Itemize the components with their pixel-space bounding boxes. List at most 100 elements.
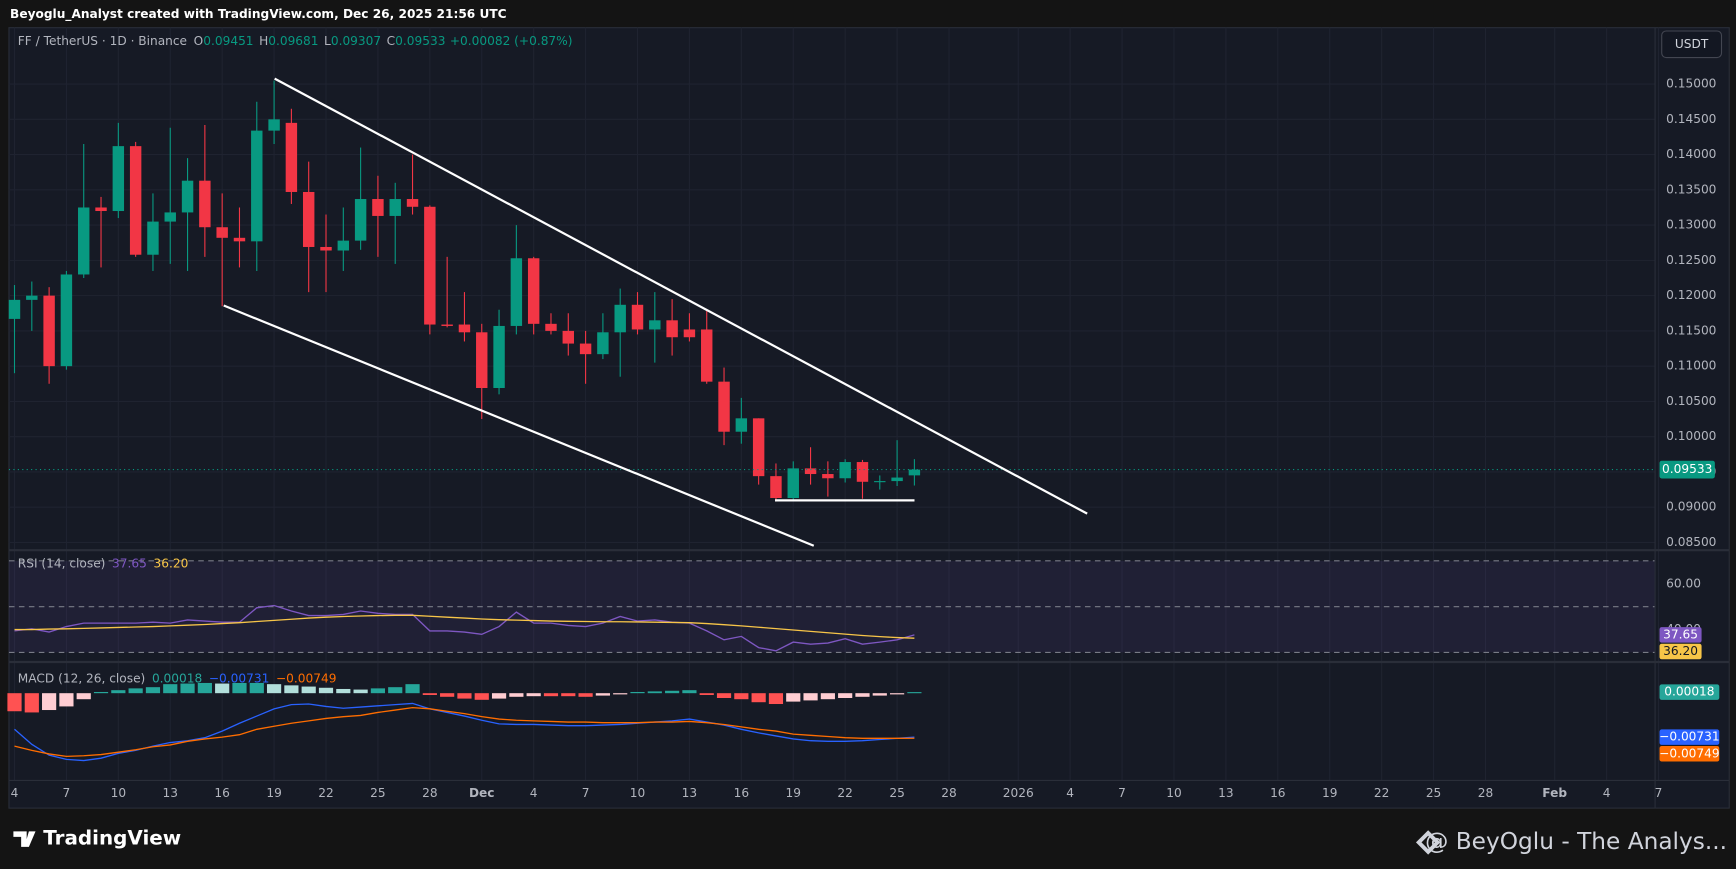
candle-body [251,130,263,242]
x-tick-label: 22 [1374,786,1389,800]
histogram-bar [803,693,818,701]
histogram-bar [7,693,22,712]
candle-body [95,207,107,212]
candle-body [718,381,730,432]
value-badge [1659,746,1720,762]
candle-body [216,227,228,238]
histogram-bar [59,693,74,707]
histogram-bar [24,693,39,713]
candle-body [181,180,194,213]
histogram-bar [907,692,922,694]
histogram-bar [838,693,853,698]
x-tick-label: 22 [318,786,333,800]
candle-body [129,146,142,255]
histogram-bar [163,684,178,694]
histogram-bar [232,682,247,694]
candle-body [562,330,574,344]
candle-body [579,343,592,355]
candle-body [354,199,367,241]
signal-value: −0.00749 [276,671,336,685]
macd-legend: MACD (12, 26, close) 0.00018 −0.00731 −0.00… [18,671,337,685]
y-tick-label: 0.09000 [1666,500,1716,514]
histogram-bar [665,690,680,694]
histogram-bar [93,691,109,694]
histogram-bar [734,693,749,700]
x-tick-label: 10 [1166,786,1181,800]
histogram-bar [578,693,593,697]
histogram-bar [595,693,610,696]
histogram-bar [855,693,870,697]
candle-body [302,191,315,247]
histogram-bar [716,693,732,698]
candle-body [199,180,211,228]
y-tick-label: 0.12500 [1666,253,1716,267]
brand-logo [13,831,36,847]
histogram-bar [370,688,386,694]
candle-body [458,324,471,333]
rsi-title: RSI (14, close) [18,556,106,570]
histogram-bar [457,693,472,699]
candle-body [147,221,159,255]
indicator-line [14,604,915,652]
y-tick-label: 0.08500 [1666,535,1716,549]
candle-body [666,320,678,338]
y-tick-label: 0.13500 [1666,182,1716,196]
candle-body [752,418,765,477]
watermark: @ BeyOglu - The Analys... [1425,828,1727,855]
y-tick-label: 0.15000 [1666,77,1716,91]
histogram-bar [786,693,801,702]
candle-body [839,462,851,479]
indicator-line [14,614,915,639]
candle-body [320,246,332,251]
overlay: 4 7 10 13 16 19 22 25 28 Dec 4 7 10 13 16 19 22 25 28 2026 4… [11,77,1720,801]
histogram-bar [699,693,714,695]
histogram-bar [145,687,161,694]
candle-body [233,237,246,242]
panes [7,80,1656,762]
x-tick-label: 10 [111,786,126,800]
x-tick-label: 22 [837,786,852,800]
legend-letter: H [259,33,268,47]
candle-body [493,325,505,389]
candle-body [372,199,384,216]
histogram-bar [474,693,489,700]
candle-body [804,468,817,475]
candle-body [164,212,176,222]
histogram-bar [509,693,524,697]
candle-body [908,469,921,476]
x-tick-label: 16 [1270,786,1285,800]
indicator-line [14,702,915,762]
candle-body [43,295,55,367]
candle-body [441,324,453,326]
histogram-bar [526,693,541,697]
value-badge-label: 37.65 [1663,627,1698,641]
candle-body [614,304,626,333]
y-tick-label: 0.11000 [1666,359,1716,373]
legend-letter: O [194,33,204,47]
last-price-badge [1659,460,1715,479]
histogram-bar [318,687,334,694]
histogram-bar [872,693,887,696]
histogram-bar [647,691,662,694]
histogram-bar [889,693,905,695]
candle-body [285,122,298,192]
candle-body [527,258,540,324]
histogram-bar [353,689,368,694]
histogram-bar [42,693,57,711]
x-tick-label: 16 [214,786,229,800]
candle-body [268,119,280,131]
candle-body [874,481,886,483]
x-tick-label: 19 [266,786,281,800]
histogram-bar [422,693,437,695]
candle-body [891,477,903,482]
currency-button[interactable] [1661,30,1723,59]
macd-hist-value: 0.00018 [152,671,202,685]
drawings [223,77,1088,547]
legend-open: 0.09451 [203,33,253,47]
rsi-legend: RSI (14, close) 37.65 36.20 [18,556,189,570]
candle-body [770,476,782,499]
value-badge [1659,729,1720,745]
x-tick-label: 25 [889,786,904,800]
legend-close: 0.09533 [395,33,445,47]
